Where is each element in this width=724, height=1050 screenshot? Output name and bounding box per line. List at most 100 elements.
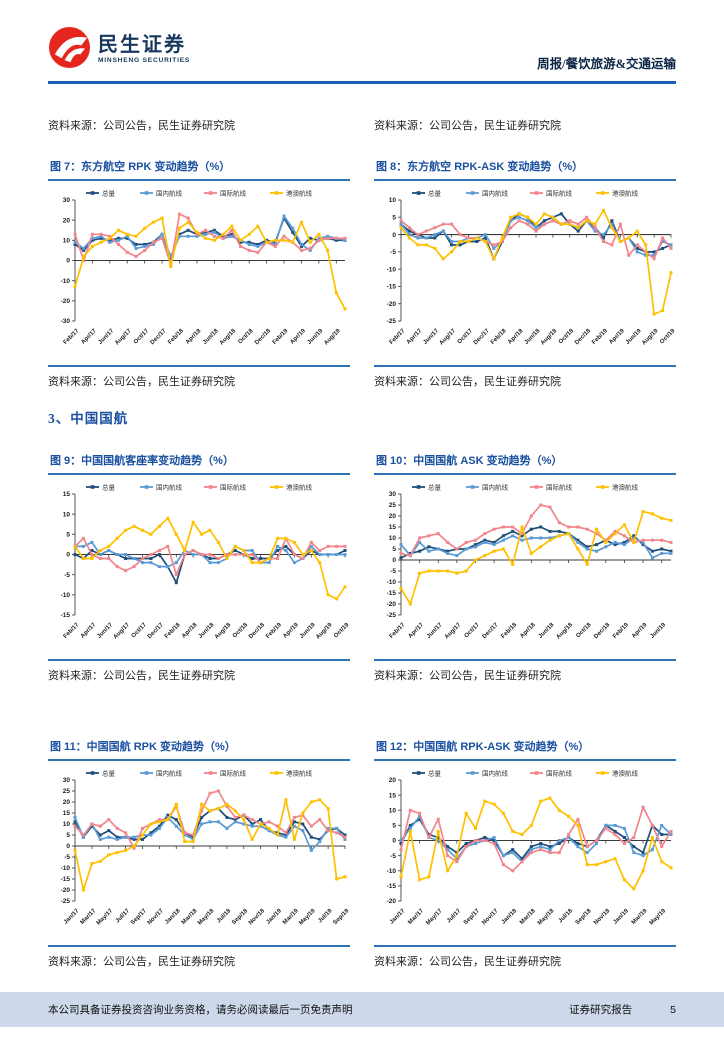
svg-text:Aug/17: Aug/17: [114, 328, 133, 347]
source-note: 资料来源：公司公告，民生证券研究院: [48, 945, 350, 969]
svg-text:-20: -20: [387, 898, 397, 905]
svg-text:5: 5: [66, 832, 70, 839]
svg-text:Jun/19: Jun/19: [299, 622, 317, 640]
svg-text:-25: -25: [387, 612, 397, 619]
svg-text:港澳航线: 港澳航线: [286, 188, 313, 197]
svg-text:Apr/17: Apr/17: [406, 328, 424, 346]
brand-name-cn: 民生证券: [98, 34, 186, 57]
svg-text:国内航线: 国内航线: [482, 482, 509, 491]
footer-page-number: 5: [670, 1003, 676, 1016]
svg-text:-5: -5: [390, 568, 396, 575]
svg-text:Dec/17: Dec/17: [147, 622, 165, 640]
svg-text:20: 20: [63, 799, 71, 806]
svg-text:-25: -25: [387, 318, 397, 325]
svg-text:Mar/17: Mar/17: [80, 908, 98, 926]
svg-text:15: 15: [63, 491, 71, 498]
svg-text:0: 0: [66, 843, 70, 850]
svg-text:Oct/18: Oct/18: [232, 622, 250, 640]
top-sources-row: 资料来源：公司公告，民生证券研究院 资料来源：公司公告，民生证券研究院: [48, 117, 676, 133]
svg-text:Dec/18: Dec/18: [254, 328, 272, 346]
svg-text:0: 0: [392, 557, 396, 564]
svg-text:Apr/17: Apr/17: [80, 328, 98, 346]
svg-text:国际航线: 国际航线: [220, 768, 247, 777]
svg-text:Jun/17: Jun/17: [96, 622, 114, 640]
svg-text:-10: -10: [61, 865, 71, 872]
svg-text:May/17: May/17: [425, 908, 444, 927]
svg-text:0: 0: [66, 258, 70, 265]
svg-text:Apr/18: Apr/18: [181, 622, 199, 640]
svg-text:25: 25: [63, 788, 71, 795]
svg-text:Nov/17: Nov/17: [147, 908, 166, 927]
svg-text:May/17: May/17: [96, 908, 115, 927]
figure-title: 图 8：东方航空 RPK-ASK 变动趋势（%）: [374, 155, 676, 181]
svg-text:10: 10: [63, 821, 71, 828]
svg-text:Feb/19: Feb/19: [265, 622, 283, 640]
svg-text:Feb/17: Feb/17: [63, 328, 81, 346]
svg-text:总量: 总量: [102, 188, 116, 197]
svg-text:总量: 总量: [102, 768, 116, 777]
svg-text:Apr/18: Apr/18: [507, 328, 525, 346]
report-type-label: 周报/餐饮旅游&交通运输: [537, 57, 676, 71]
footer-report-label: 证券研究报告: [569, 1004, 633, 1016]
svg-text:国内航线: 国内航线: [156, 188, 183, 197]
line-chart: 总量 国内航线 国际航线 港澳航线 -30 -20 -10 0 10 20 30 Feb/17 Apr/…: [48, 185, 350, 363]
svg-text:Feb/17: Feb/17: [389, 622, 407, 640]
svg-text:Jan/18: Jan/18: [164, 908, 182, 926]
svg-text:Feb/19: Feb/19: [612, 622, 630, 640]
brand: 民生证券 MINSHENG SECURITIES: [48, 26, 190, 74]
svg-text:-5: -5: [64, 572, 70, 579]
figure-title: 图 12：中国国航 RPK-ASK 变动趋势（%）: [374, 735, 676, 761]
svg-text:国际航线: 国际航线: [220, 188, 247, 197]
svg-text:5: 5: [392, 823, 396, 830]
svg-text:Jun/17: Jun/17: [98, 328, 116, 346]
figures-row-1: 图 7：东方航空 RPK 变动趋势（%） 总量 国内航线 国际航线 港澳航线 -30 -2…: [48, 155, 676, 389]
svg-text:-10: -10: [61, 278, 71, 285]
svg-text:Mar/18: Mar/18: [181, 908, 199, 926]
svg-text:Nov/18: Nov/18: [593, 908, 612, 927]
svg-text:Jun/18: Jun/18: [198, 622, 216, 640]
figures-row-3: 图 11：中国国航 RPK 变动趋势（%） 总量 国内航线 国际航线 港澳航线 -25 -…: [48, 735, 676, 969]
source-note: 资料来源：公司公告，民生证券研究院: [374, 365, 676, 389]
svg-text:Apr/19: Apr/19: [282, 622, 300, 640]
svg-text:国际航线: 国际航线: [220, 482, 247, 491]
svg-text:-20: -20: [61, 298, 71, 305]
figure-title: 图 11：中国国航 RPK 变动趋势（%）: [48, 735, 350, 761]
svg-text:May/18: May/18: [537, 908, 556, 927]
svg-text:Feb/18: Feb/18: [500, 622, 518, 640]
svg-text:Feb/19: Feb/19: [272, 328, 290, 346]
svg-text:Apr/17: Apr/17: [408, 622, 426, 640]
svg-text:Nov/17: Nov/17: [481, 908, 500, 927]
svg-text:-20: -20: [387, 601, 397, 608]
svg-text:5: 5: [392, 546, 396, 553]
svg-text:-15: -15: [387, 590, 397, 597]
svg-text:Mar/17: Mar/17: [407, 908, 425, 926]
svg-text:-5: -5: [390, 249, 396, 256]
svg-text:-20: -20: [387, 301, 397, 308]
svg-text:国际航线: 国际航线: [546, 768, 573, 777]
svg-text:15: 15: [389, 524, 397, 531]
svg-text:Feb/17: Feb/17: [63, 622, 81, 640]
svg-text:港澳航线: 港澳航线: [612, 768, 639, 777]
svg-text:Jan/19: Jan/19: [265, 908, 283, 926]
svg-text:Feb/19: Feb/19: [591, 328, 609, 346]
svg-text:Jan/17: Jan/17: [389, 908, 407, 926]
svg-text:港澳航线: 港澳航线: [286, 482, 313, 491]
svg-text:30: 30: [63, 197, 71, 204]
page-header: 民生证券 MINSHENG SECURITIES 周报/餐饮旅游&交通运输: [48, 26, 676, 84]
svg-text:0: 0: [392, 838, 396, 845]
figure-7: 图 7：东方航空 RPK 变动趋势（%） 总量 国内航线 国际航线 港澳航线 -30 -2…: [48, 155, 350, 389]
svg-text:Jan/19: Jan/19: [612, 908, 630, 926]
svg-text:Sep/17: Sep/17: [463, 908, 481, 926]
svg-text:-30: -30: [61, 318, 71, 325]
svg-text:Feb/18: Feb/18: [167, 328, 185, 346]
svg-text:20: 20: [389, 513, 397, 520]
svg-text:国内航线: 国内航线: [156, 482, 183, 491]
svg-text:Oct/19: Oct/19: [333, 622, 350, 640]
svg-text:10: 10: [63, 238, 71, 245]
svg-text:May/18: May/18: [197, 908, 216, 927]
svg-text:Jan/18: Jan/18: [501, 908, 519, 926]
svg-text:15: 15: [63, 810, 71, 817]
svg-text:25: 25: [389, 502, 397, 509]
svg-text:港澳航线: 港澳航线: [612, 188, 639, 197]
svg-text:Oct/18: Oct/18: [558, 328, 576, 346]
